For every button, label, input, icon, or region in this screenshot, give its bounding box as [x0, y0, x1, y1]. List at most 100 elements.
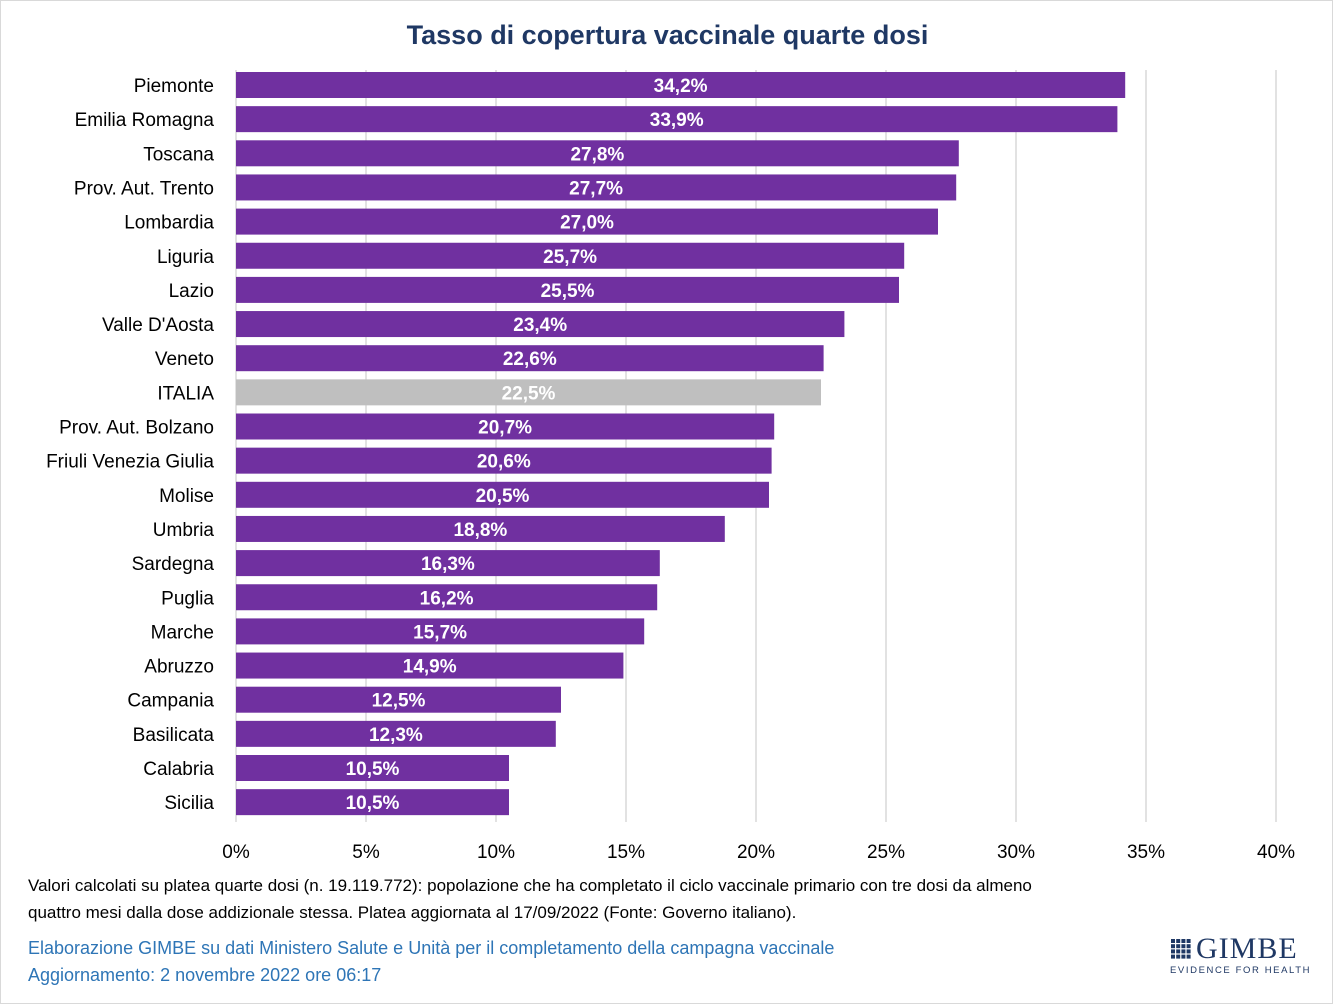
- bar-data-label: 33,9%: [650, 110, 704, 131]
- logo-grid-cell: [1181, 954, 1186, 959]
- category-label: Sardegna: [132, 554, 215, 575]
- bar-data-label: 27,0%: [560, 213, 614, 234]
- credit-source: Elaborazione GIMBE su dati Ministero Sal…: [28, 938, 835, 958]
- bar-emilia-romagna: [236, 106, 1118, 133]
- bar-basilicata: [236, 720, 556, 747]
- logo-grid-cell: [1171, 939, 1175, 943]
- logo-grid-cell: [1186, 949, 1191, 954]
- x-tick-label: 20%: [737, 842, 775, 863]
- logo-grid-cell: [1176, 954, 1181, 959]
- logo-grid-cell: [1186, 944, 1191, 949]
- bar-piemonte: [236, 72, 1126, 98]
- bar-puglia: [236, 584, 658, 611]
- logo-grid-cell: [1186, 954, 1191, 959]
- category-label: ITALIA: [157, 383, 214, 404]
- category-label: Lombardia: [124, 213, 214, 234]
- logo-tagline: EVIDENCE FOR HEALTH: [1170, 965, 1312, 976]
- x-axis-tick-labels: 0% 5% 10% 15% 20% 25% 30% 35% 40%: [222, 842, 1295, 863]
- logo-grid-cell: [1176, 939, 1181, 943]
- bar-data-label: 14,9%: [403, 657, 457, 678]
- x-tick-label: 0%: [222, 842, 250, 863]
- bar-veneto: [236, 345, 824, 372]
- logo-grid-cell: [1171, 944, 1175, 949]
- bar-chart: 34,2% 33,9% 27,8% 27,7% 27,0% 25,7% 25,5% 23,4%…: [46, 70, 1295, 863]
- bars: 34,2% 33,9% 27,8% 27,7% 27,0% 25,7% 25,5% 23,4%…: [236, 72, 1126, 816]
- bar-italia: [236, 379, 821, 406]
- bar-data-label: 12,5%: [372, 691, 426, 712]
- category-label: Veneto: [155, 349, 214, 370]
- bar-data-label: 16,2%: [420, 588, 474, 609]
- category-label: Sicilia: [164, 793, 214, 814]
- bar-marche: [236, 618, 645, 645]
- bar-friuli-venezia-giulia: [236, 447, 772, 474]
- logo-grid-cell: [1171, 954, 1175, 959]
- category-label: Friuli Venezia Giulia: [46, 452, 214, 473]
- x-tick-label: 30%: [997, 842, 1035, 863]
- category-label: Puglia: [161, 588, 214, 609]
- bar-data-label: 22,5%: [502, 383, 556, 404]
- bar-molise: [236, 481, 769, 508]
- bar-data-label: 20,6%: [477, 452, 531, 473]
- category-label: Lazio: [169, 281, 214, 302]
- x-tick-label: 35%: [1127, 842, 1165, 863]
- category-label: Toscana: [143, 144, 214, 165]
- chart-title: Tasso di copertura vaccinale quarte dosi: [406, 20, 929, 50]
- category-labels: Piemonte Emilia Romagna Toscana Prov. Aut. …: [46, 76, 214, 814]
- category-label: Molise: [159, 486, 214, 507]
- logo-wordmark: GIMBE: [1196, 932, 1298, 965]
- x-tick-label: 5%: [352, 842, 380, 863]
- bar-valle-d-aosta: [236, 311, 845, 338]
- category-label: Campania: [127, 691, 214, 712]
- credit-updated: Aggiornamento: 2 novembre 2022 ore 06:17: [28, 965, 382, 985]
- bar-calabria: [236, 755, 509, 781]
- bar-data-label: 34,2%: [654, 76, 708, 97]
- bar-data-label: 20,5%: [476, 486, 530, 507]
- category-label: Calabria: [143, 759, 214, 780]
- category-label: Piemonte: [134, 76, 214, 97]
- bar-data-label: 18,8%: [453, 520, 507, 541]
- bar-data-label: 25,5%: [541, 281, 595, 302]
- x-tick-label: 10%: [477, 842, 515, 863]
- x-tick-label: 25%: [867, 842, 905, 863]
- logo-grid-cell: [1181, 949, 1186, 954]
- logo-grid-cell: [1176, 944, 1181, 949]
- bar-data-label: 27,8%: [570, 144, 624, 165]
- bar-data-label: 15,7%: [413, 622, 467, 643]
- bar-data-label: 10,5%: [346, 793, 400, 814]
- logo-grid-cell: [1186, 939, 1191, 943]
- bar-liguria: [236, 242, 905, 269]
- bar-data-label: 22,6%: [503, 349, 557, 370]
- bar-umbria: [236, 515, 725, 542]
- category-label: Basilicata: [133, 725, 215, 746]
- logo-grid-cell: [1171, 949, 1175, 954]
- footnote-line-2: quattro mesi dalla dose addizionale stes…: [28, 903, 797, 922]
- footnote-line-1: Valori calcolati su platea quarte dosi (…: [28, 876, 1032, 895]
- x-tick-label: 15%: [607, 842, 645, 863]
- logo-grid-cell: [1181, 944, 1186, 949]
- gimbe-logo: GIMBE EVIDENCE FOR HEALTH: [1168, 934, 1313, 980]
- x-tick-label: 40%: [1257, 842, 1295, 863]
- bar-campania: [236, 686, 561, 713]
- logo-grid-cell: [1181, 939, 1186, 943]
- gimbe-logo-grid-icon: [1171, 939, 1191, 959]
- bar-data-label: 20,7%: [478, 418, 532, 439]
- bar-lazio: [236, 276, 899, 303]
- bar-sicilia: [236, 789, 509, 816]
- bar-abruzzo: [236, 652, 624, 679]
- bar-data-label: 23,4%: [513, 315, 567, 336]
- category-label: Valle D'Aosta: [102, 315, 214, 336]
- bar-data-label: 10,5%: [346, 759, 400, 780]
- bar-data-label: 12,3%: [369, 725, 423, 746]
- category-label: Prov. Aut. Bolzano: [59, 418, 214, 439]
- bar-prov-aut-bolzano: [236, 413, 775, 440]
- bar-data-label: 25,7%: [543, 247, 597, 268]
- category-label: Umbria: [153, 520, 215, 541]
- category-label: Liguria: [157, 247, 214, 268]
- category-label: Prov. Aut. Trento: [74, 178, 214, 199]
- logo-grid-cell: [1176, 949, 1181, 954]
- bar-prov-aut-trento: [236, 174, 957, 201]
- category-label: Marche: [151, 622, 214, 643]
- bar-sardegna: [236, 550, 660, 577]
- bar-data-label: 27,7%: [569, 178, 623, 199]
